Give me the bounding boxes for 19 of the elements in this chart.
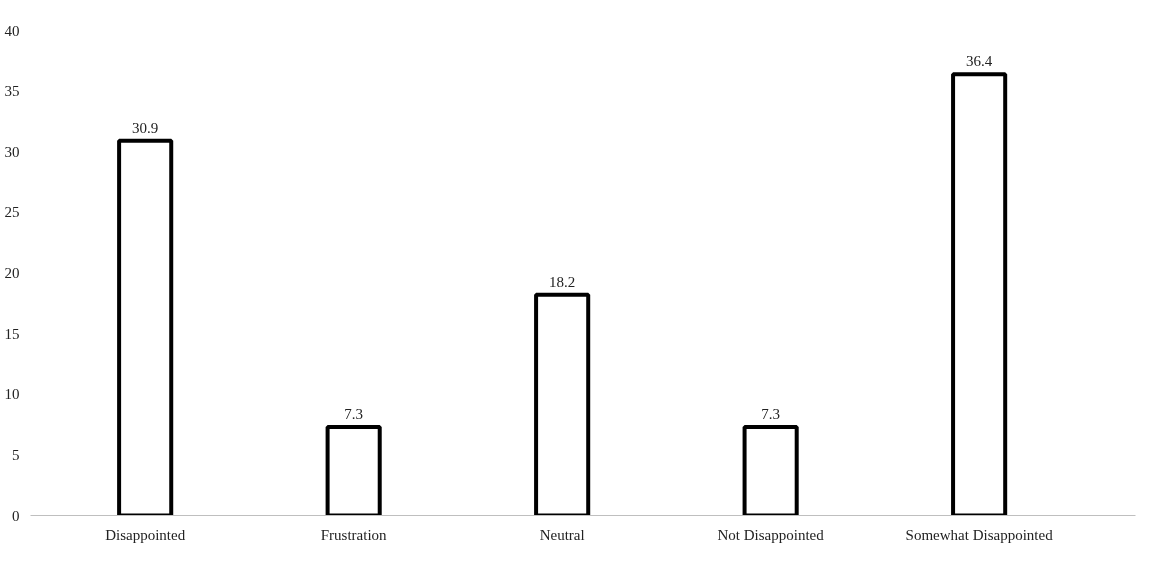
x-tick-label: Not Disappointed bbox=[717, 526, 825, 543]
x-tick-label: Somewhat Disappointed bbox=[905, 526, 1054, 543]
x-tick-label: Neutral bbox=[539, 526, 585, 543]
y-tick-label: 40 bbox=[4, 22, 20, 39]
data-label: 36.4 bbox=[966, 53, 993, 70]
data-label: 18.2 bbox=[549, 273, 576, 290]
x-tick-label: Disappointed bbox=[105, 526, 186, 543]
data-label: 7.3 bbox=[344, 405, 364, 422]
x-tick-label: Frustration bbox=[320, 526, 388, 543]
y-tick-label: 15 bbox=[4, 325, 20, 342]
data-label: 30.9 bbox=[132, 119, 159, 136]
data-label: 7.3 bbox=[761, 405, 781, 422]
y-tick-label: 35 bbox=[4, 83, 20, 100]
y-tick-label: 0 bbox=[12, 507, 20, 524]
y-tick-label: 10 bbox=[4, 386, 20, 403]
y-tick-label: 5 bbox=[12, 446, 20, 463]
y-tick-label: 25 bbox=[4, 204, 20, 221]
y-tick-label: 20 bbox=[4, 265, 20, 281]
y-tick-label: 30 bbox=[4, 143, 20, 160]
